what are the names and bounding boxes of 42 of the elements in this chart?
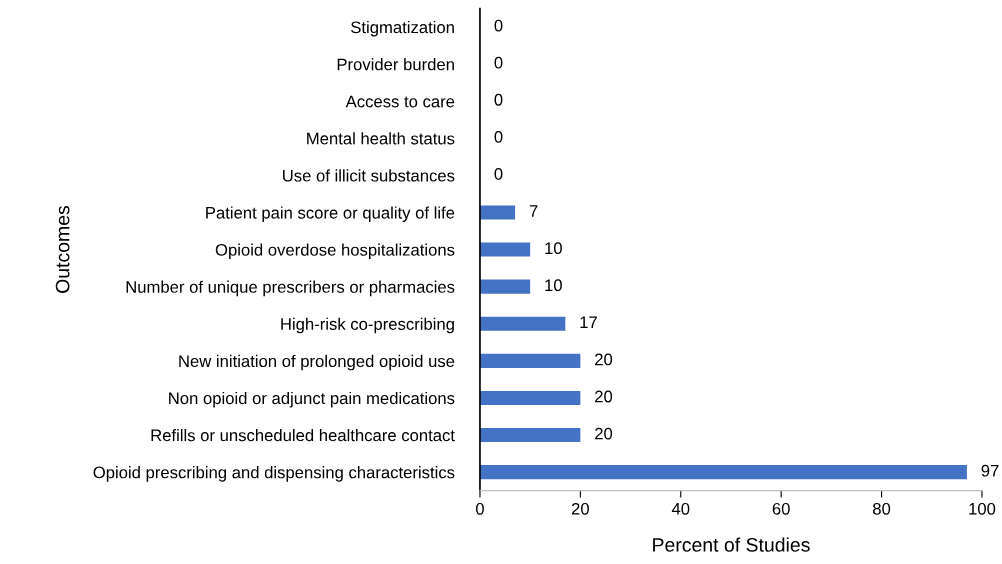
data-label: 20 xyxy=(595,427,613,440)
bar xyxy=(479,242,531,257)
bar xyxy=(479,279,531,294)
y-tick-label: Use of illicit substances xyxy=(283,169,455,182)
data-label: 97 xyxy=(981,464,999,477)
x-tick-label: 100 xyxy=(969,502,996,515)
data-label: 0 xyxy=(494,19,503,32)
x-axis-title: Percent of Studies xyxy=(653,537,810,552)
y-tick-label: Stigmatization xyxy=(351,20,454,37)
data-label: 0 xyxy=(494,93,503,106)
data-label: 7 xyxy=(529,205,538,217)
y-tick-label: Non opioid or adjunct pain medications xyxy=(169,391,455,408)
y-axis-title: Outcomes xyxy=(55,205,70,293)
data-label: 10 xyxy=(545,279,562,292)
data-label: 0 xyxy=(494,56,503,69)
x-tick-label: 60 xyxy=(772,502,790,515)
y-tick-label: Patient pain score or quality of life xyxy=(206,206,455,222)
data-label: 20 xyxy=(595,353,613,366)
bar xyxy=(479,465,967,480)
data-label: 0 xyxy=(494,130,503,143)
y-tick-label: Access to care xyxy=(345,95,455,108)
y-tick-label: Number of unique prescribers or pharmacies xyxy=(126,280,455,297)
bar xyxy=(479,205,516,220)
y-tick-label: Opioid overdose hospitalizations xyxy=(215,243,455,260)
bar xyxy=(479,316,566,331)
data-label: 0 xyxy=(494,168,503,180)
y-tick-label: Mental health status xyxy=(307,132,455,145)
y-tick-label: Opioid prescribing and dispensing characteristics xyxy=(93,466,455,482)
y-tick-label: Provider burden xyxy=(337,58,454,71)
bar xyxy=(479,390,581,405)
y-tick-label: High-risk co-prescribing xyxy=(281,317,454,334)
y-tick-label: Refills or unscheduled healthcare contact xyxy=(151,429,455,442)
bar xyxy=(479,353,581,368)
x-tick-label: 80 xyxy=(873,502,891,515)
bar xyxy=(479,427,581,443)
x-tick-label: 0 xyxy=(475,502,484,515)
data-label: 20 xyxy=(595,390,613,403)
data-label: 10 xyxy=(545,242,562,255)
data-label: 17 xyxy=(580,316,597,329)
x-tick-label: 20 xyxy=(571,502,589,515)
y-tick-label: New initiation of prolonged opioid use xyxy=(179,354,455,371)
x-tick-label: 40 xyxy=(671,502,690,515)
